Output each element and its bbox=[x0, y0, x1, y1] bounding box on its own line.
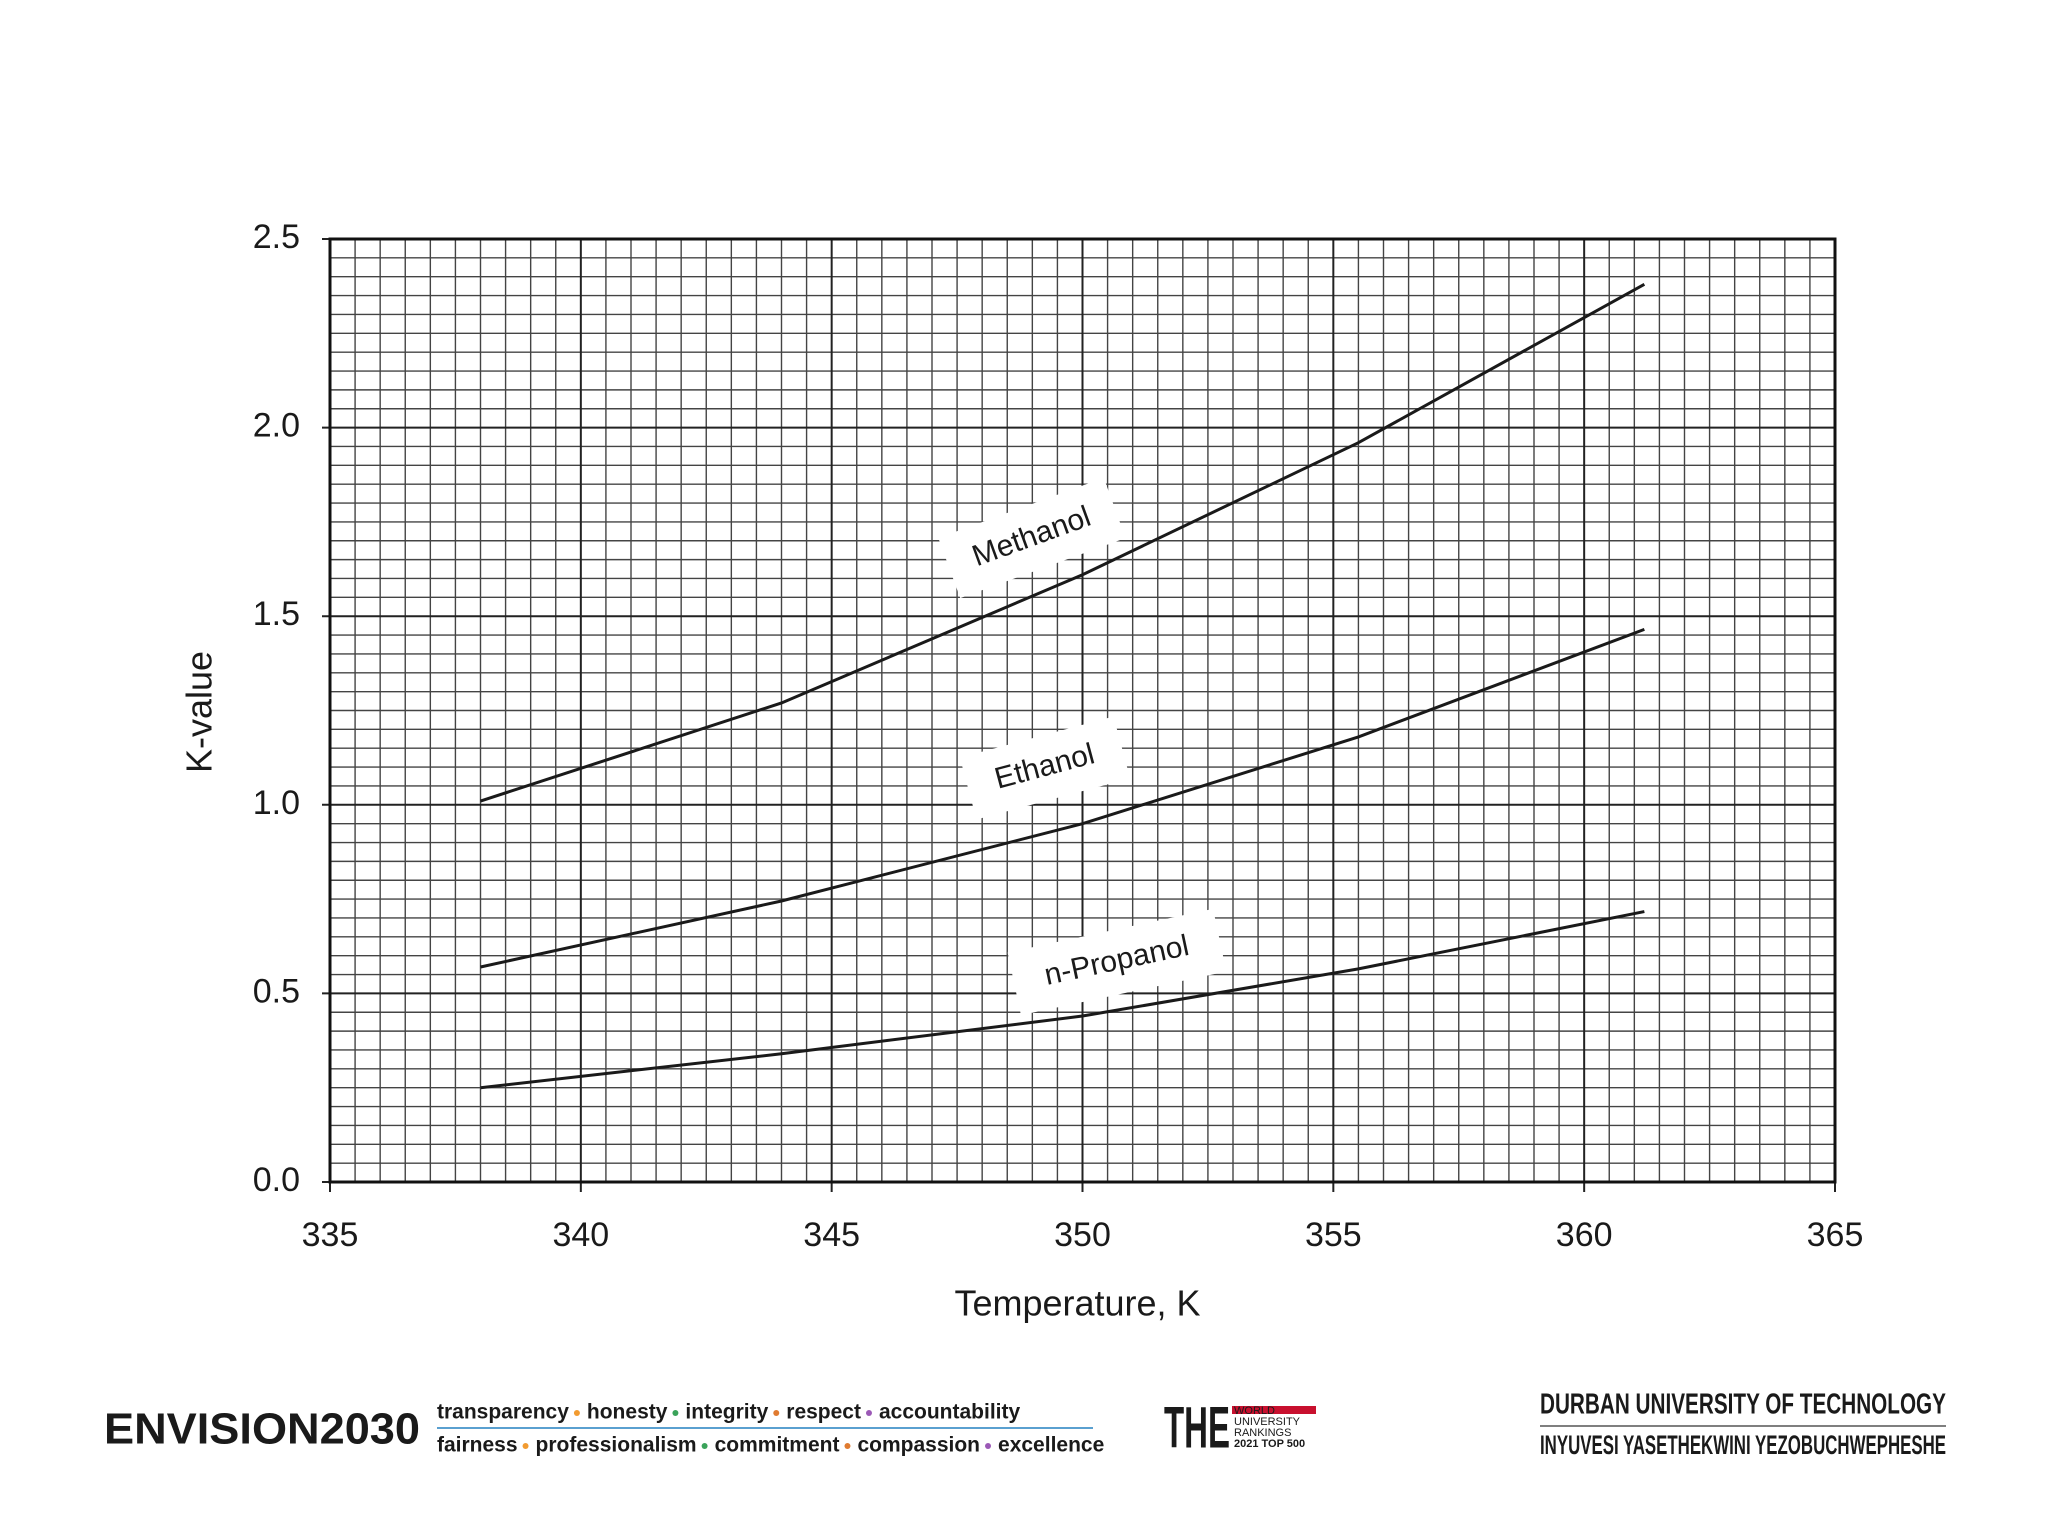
separator-dot bbox=[573, 1410, 580, 1416]
ranking-line: 2021 TOP 500 bbox=[1234, 1438, 1305, 1450]
x-axis-label: Temperature, K bbox=[954, 1283, 1200, 1324]
ranking-logo: THE bbox=[1164, 1395, 1230, 1460]
separator-dot bbox=[672, 1410, 679, 1416]
ranking-line: RANKINGS bbox=[1234, 1427, 1291, 1439]
separator-dot bbox=[701, 1443, 708, 1449]
value-word: excellence bbox=[998, 1434, 1104, 1457]
value-word: professionalism bbox=[536, 1434, 697, 1457]
separator-dot bbox=[865, 1410, 872, 1416]
series-line bbox=[480, 627, 1645, 969]
x-tick-label: 365 bbox=[1807, 1216, 1864, 1254]
university-name: DURBAN UNIVERSITY OF TECHNOLOGY bbox=[1540, 1389, 1946, 1421]
values-row: transparency honesty integrity respect accou… bbox=[437, 1401, 1021, 1424]
series-label: Ethanol bbox=[959, 716, 1131, 820]
label-background bbox=[959, 716, 1131, 820]
ranking-line: UNIVERSITY bbox=[1234, 1416, 1301, 1428]
series-label: Methanol bbox=[938, 477, 1126, 599]
series-line bbox=[480, 282, 1646, 803]
value-word: commitment bbox=[715, 1434, 840, 1457]
value-word: transparency bbox=[437, 1401, 569, 1424]
footer: ENVISION2030 transparency honesty integrit… bbox=[104, 1389, 1946, 1460]
university-zulu: INYUVESI YASETHEKWINI YEZOBUCHWEPHESHE bbox=[1540, 1430, 1946, 1460]
value-word: compassion bbox=[857, 1434, 980, 1457]
separator-dot bbox=[985, 1443, 992, 1449]
value-word: fairness bbox=[437, 1434, 518, 1457]
x-tick-label: 355 bbox=[1305, 1216, 1362, 1254]
x-tick-label: 335 bbox=[302, 1216, 359, 1254]
x-tick-label: 360 bbox=[1556, 1216, 1613, 1254]
value-word: respect bbox=[786, 1401, 861, 1424]
label-background bbox=[1007, 908, 1227, 1016]
ranking-bar bbox=[1232, 1406, 1316, 1414]
x-tick-label: 340 bbox=[552, 1216, 609, 1254]
series-line bbox=[480, 910, 1645, 1090]
y-tick-label: 0.5 bbox=[253, 972, 300, 1010]
separator-dot bbox=[522, 1443, 529, 1449]
x-tick-label: 350 bbox=[1054, 1216, 1111, 1254]
y-tick-label: 1.0 bbox=[253, 784, 300, 822]
y-tick-label: 2.5 bbox=[253, 218, 300, 256]
value-word: honesty bbox=[587, 1401, 668, 1424]
value-word: accountability bbox=[879, 1401, 1021, 1424]
y-axis-label: K-value bbox=[179, 651, 220, 773]
plot-frame bbox=[328, 237, 1837, 1184]
separator-dot bbox=[773, 1410, 780, 1416]
y-tick-label: 1.5 bbox=[253, 595, 300, 633]
ranking-line: WORLD bbox=[1234, 1405, 1275, 1417]
separator-dot bbox=[844, 1443, 851, 1449]
chart: 335 340 345 350 355 360 365 0.0 0.5 1.0 1.5 2.0 2.5 T… bbox=[179, 218, 1864, 1324]
brand: ENVISION2030 bbox=[104, 1405, 420, 1454]
value-word: integrity bbox=[685, 1401, 768, 1424]
label-background bbox=[938, 477, 1126, 599]
y-tick-label: 2.0 bbox=[253, 407, 300, 445]
y-tick-label: 0.0 bbox=[253, 1161, 300, 1199]
x-tick-label: 345 bbox=[803, 1216, 860, 1254]
values-row: fairness professionalism commitment compass… bbox=[437, 1434, 1104, 1457]
